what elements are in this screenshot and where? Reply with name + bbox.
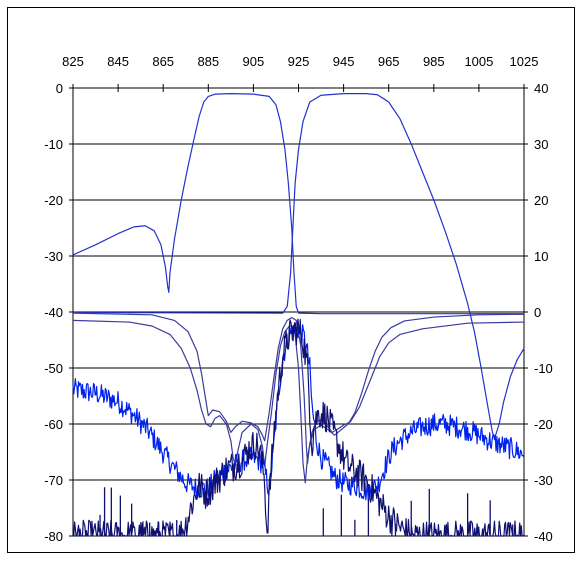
series-line-5 — [72, 324, 525, 501]
y-left-tick-label: -40 — [44, 305, 63, 320]
x-tick-label: 905 — [243, 54, 265, 69]
chart-frame: 825 845 865 885 905 925 945 965 985 1005 1025 0 -10 -… — [7, 7, 575, 553]
y-right-tick-label: 20 — [534, 193, 548, 208]
series-line-6 — [73, 318, 525, 537]
x-tick-label: 1025 — [510, 54, 539, 69]
x-tick-label: 845 — [107, 54, 129, 69]
y-left-tick-label: -10 — [44, 137, 63, 152]
x-tick-label: 985 — [423, 54, 445, 69]
series-line-2 — [72, 93, 525, 439]
x-tick-label: 945 — [333, 54, 355, 69]
series-line-3 — [72, 319, 525, 484]
x-tick-label: 885 — [197, 54, 219, 69]
y-left-tick-label: -80 — [44, 529, 63, 544]
x-tick-label: 825 — [62, 54, 84, 69]
y-right-tick-label: -10 — [534, 361, 553, 376]
chart-plot: 825 845 865 885 905 925 945 965 985 1005 1025 0 -10 -… — [44, 54, 553, 544]
x-tick-label: 965 — [378, 54, 400, 69]
y-left-tick-label: 0 — [56, 81, 63, 96]
y-left-tick-label: -60 — [44, 417, 63, 432]
y-right-tick-label: -40 — [534, 529, 553, 544]
y-left-tick-label: -30 — [44, 249, 63, 264]
y-left-tick-label: -20 — [44, 193, 63, 208]
y-right-tick-label: -30 — [534, 473, 553, 488]
y-left-tick-label: -50 — [44, 361, 63, 376]
series-line-4 — [72, 312, 525, 464]
y-right-tick-label: 0 — [534, 305, 541, 320]
x-tick-label: 865 — [152, 54, 174, 69]
y-left-tick-label: -70 — [44, 473, 63, 488]
series-line-1 — [72, 93, 524, 315]
y-right-tick-label: 10 — [534, 249, 548, 264]
y-right-tick-label: 40 — [534, 81, 548, 96]
x-tick-label: 1005 — [464, 54, 493, 69]
y-right-tick-label: 30 — [534, 137, 548, 152]
x-tick-label: 925 — [288, 54, 310, 69]
y-right-tick-label: -20 — [534, 417, 553, 432]
